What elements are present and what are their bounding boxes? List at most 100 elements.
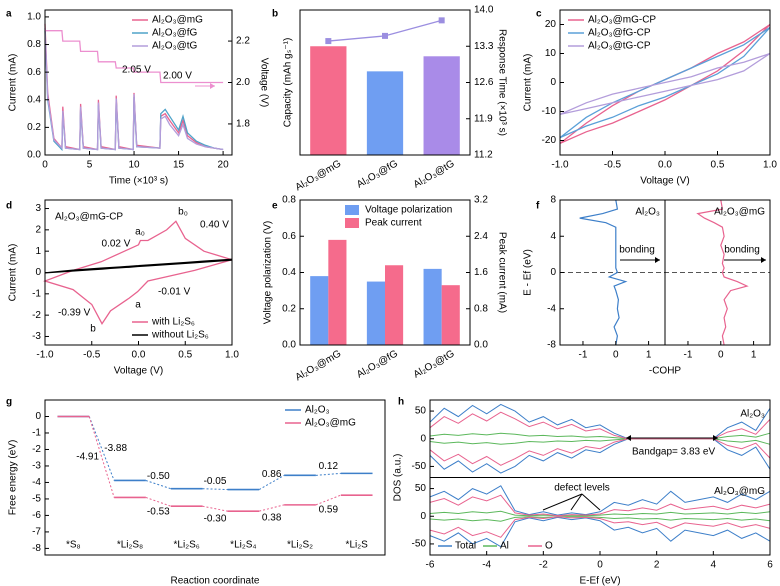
annotation: 2.00 V — [163, 71, 192, 82]
series-line — [44, 27, 224, 151]
legend-label: Al₂O₃@fG — [152, 28, 198, 39]
annotation: -0.01 V — [158, 287, 191, 298]
y-tick-label: 1 — [35, 246, 41, 257]
panel-letter: c — [536, 9, 542, 20]
x-axis-label: Voltage (V) — [114, 366, 163, 377]
dos-down — [429, 516, 771, 538]
value-label: -0.50 — [147, 471, 170, 482]
x-tick-label: 0 — [613, 350, 619, 361]
dos-up — [429, 494, 771, 517]
x-tick-label: 0 — [718, 350, 724, 361]
annotation: Bandgap= 3.83 eV — [632, 447, 715, 458]
y-tick-label: -7 — [32, 527, 41, 538]
y-tick-label: 0.8 — [474, 303, 488, 314]
plot-frame — [44, 399, 386, 556]
y-tick-label: -8 — [547, 340, 556, 351]
y-tick-label: 0.0 — [474, 340, 488, 351]
x-tick-label: 0 — [597, 560, 603, 571]
dos-up — [429, 510, 771, 517]
step-connector — [315, 472, 341, 476]
value-label: 0.59 — [319, 505, 339, 516]
y-tick-label: -3 — [32, 331, 41, 342]
cohp-line — [579, 199, 628, 346]
x-tick-label: *S₈ — [66, 540, 81, 551]
x-tick-label: *Li₂S₄ — [230, 540, 256, 551]
y-tick-label: -3 — [32, 461, 41, 472]
annotation: 2.05 V — [122, 65, 151, 76]
x-axis-label: Voltage (V) — [640, 176, 689, 187]
y-tick-label: 11.2 — [474, 150, 493, 161]
annotation: defect levels — [554, 483, 610, 494]
y-tick-label: 0 — [420, 511, 426, 522]
annotation-pointer — [581, 493, 601, 511]
annotation: a₀ — [135, 227, 145, 238]
y-tick-label: 0.4 — [282, 267, 296, 278]
y-axis-label: Current (mA) — [523, 54, 534, 112]
y-tick-label: -4 — [547, 303, 556, 314]
annotation: 0.02 V — [102, 239, 131, 250]
y-tick-label: 1.8 — [236, 119, 250, 130]
legend-label: Al₂O₃ — [305, 405, 330, 416]
arrow-head — [713, 435, 718, 441]
y2-axis-label: Voltage (V) — [258, 58, 269, 107]
x-tick-label: -1 — [579, 350, 588, 361]
panel-title: Al₂O₃ — [635, 207, 660, 218]
x-tick-label: 1.0 — [763, 160, 777, 171]
x-tick-label: 0.0 — [132, 350, 146, 361]
y-tick-label: 0.6 — [282, 231, 296, 242]
y-tick-label: 10 — [545, 48, 557, 59]
panel-letter: d — [6, 201, 12, 212]
y-tick-label: 0.4 — [27, 94, 41, 105]
x-tick-label: 0.5 — [711, 160, 725, 171]
x-tick-label: -1 — [684, 350, 693, 361]
annotation: -0.39 V — [58, 308, 91, 319]
y-tick-label: 2 — [35, 224, 41, 235]
y-axis-label: Capacity (mAh gₛ⁻¹) — [283, 38, 294, 128]
bar — [423, 56, 460, 155]
annotation: bonding — [724, 245, 760, 256]
y-tick-label: 0 — [550, 267, 556, 278]
panel-title: Al₂O₃@mG — [714, 486, 765, 497]
y-tick-label: 0.0 — [27, 150, 41, 161]
y-tick-label: 0 — [35, 411, 41, 422]
x-tick-label: 4 — [711, 560, 717, 571]
x-tick-label: *Li₂S₈ — [117, 540, 143, 551]
y-tick-label: 12.6 — [474, 77, 494, 88]
dos-down — [429, 516, 771, 522]
value-label: -4.91 — [76, 452, 99, 463]
x-tick-label: *Li₂S₆ — [174, 540, 200, 551]
y-tick-label: 0.8 — [27, 39, 41, 50]
y-tick-label: 0 — [35, 267, 41, 278]
x-tick-label: 0.5 — [178, 350, 192, 361]
x-axis-label: -COHP — [649, 366, 682, 377]
x-tick-label: 2 — [654, 560, 660, 571]
y-tick-label: 2.0 — [236, 77, 250, 88]
x-tick-label: 6 — [767, 560, 773, 571]
annotation-pointer — [570, 493, 583, 511]
annotation: b — [90, 324, 96, 335]
y-tick-label: -6 — [32, 510, 41, 521]
legend-label: Al₂O₃@mG — [305, 418, 356, 429]
bar — [423, 268, 442, 345]
y-tick-label: 0.8 — [282, 195, 296, 206]
x-tick-label: 0 — [42, 160, 48, 171]
value-label: -0.30 — [204, 513, 227, 524]
x-tick-label: *Li₂S — [346, 540, 369, 551]
y-tick-label: -2 — [32, 310, 41, 321]
arrow-head — [210, 83, 215, 89]
annotation: b₀ — [178, 207, 188, 218]
x-axis-label: E-Ef (eV) — [579, 576, 620, 586]
x-tick-label: -0.5 — [604, 160, 622, 171]
y-tick-label: 1.0 — [27, 12, 41, 23]
series-line — [42, 220, 233, 325]
legend-swatch — [345, 218, 359, 228]
dos-up — [429, 485, 771, 516]
annotation: bonding — [619, 245, 655, 256]
value-label: -3.88 — [104, 443, 127, 454]
x-axis-label: Time (×10³ s) — [109, 176, 168, 187]
x-tick-label: -1.0 — [551, 160, 569, 171]
x-tick-label: 10 — [128, 160, 140, 171]
legend-label: with Li₂S₆ — [151, 317, 195, 328]
y-tick-label: 2.2 — [236, 36, 250, 47]
